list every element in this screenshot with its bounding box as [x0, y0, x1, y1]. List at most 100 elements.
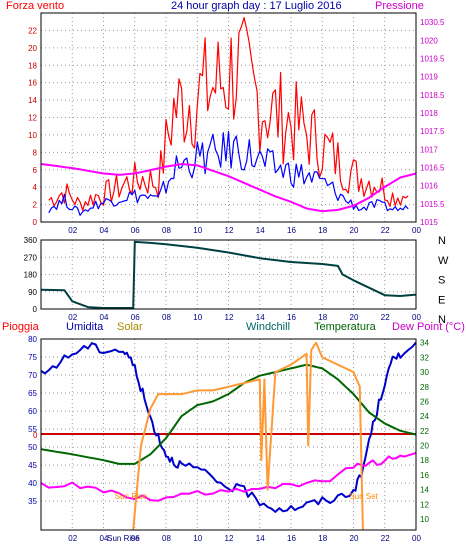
- y2-tick-label: 1017: [420, 145, 438, 154]
- compass-label: N: [438, 314, 446, 326]
- x-tick-label: 20: [350, 226, 359, 235]
- series-line: [48, 130, 409, 216]
- x-tick-label: 20: [350, 534, 359, 543]
- series-line: [40, 451, 417, 502]
- x-tick-label: 18: [318, 313, 327, 322]
- y-tick-label: 4: [33, 183, 38, 192]
- x-tick-label: 22: [381, 226, 390, 235]
- y-tick-label: 20: [28, 44, 37, 53]
- x-tick-label: 00: [412, 534, 421, 543]
- legend-temperatura: Temperatura: [314, 321, 377, 333]
- x-tick-label: 12: [225, 534, 234, 543]
- x-tick-label: 10: [193, 226, 202, 235]
- x-tick-label: 00: [412, 226, 421, 235]
- y2-tick-label: 1015.5: [420, 200, 445, 209]
- x-tick-label: 04: [100, 313, 109, 322]
- panel-frame: [40, 338, 417, 531]
- y-tick-label: 50: [28, 443, 37, 452]
- y2-tick-label: 12: [420, 500, 429, 509]
- legend-solar: Solar: [117, 321, 143, 333]
- y-tick-label: 75: [28, 353, 37, 362]
- y-tick-label: 12: [28, 114, 37, 123]
- y2-tick-label: 1016.5: [420, 163, 445, 172]
- y2-tick-label: 20: [420, 442, 429, 451]
- x-tick-label: 02: [68, 226, 77, 235]
- x-tick-label: 02: [68, 313, 77, 322]
- series-line: [132, 341, 364, 531]
- y2-tick-label: 18: [420, 456, 429, 465]
- y2-tick-label: 30: [420, 368, 429, 377]
- compass-label: W: [438, 255, 449, 267]
- x-tick-label: 02: [68, 534, 77, 543]
- y-tick-label: 40: [28, 479, 37, 488]
- x-tick-label: 04: [100, 534, 109, 543]
- y-tick-label: 70: [28, 371, 37, 380]
- x-tick-label: 10: [193, 313, 202, 322]
- y-tick-label: 270: [24, 253, 38, 262]
- panel-frame: [40, 12, 417, 223]
- y2-tick-label: 1018.5: [420, 91, 445, 100]
- x-tick-label: 06: [131, 226, 140, 235]
- sun-rise-axis-label: Sun Rise: [107, 534, 140, 543]
- series-line: [40, 341, 417, 513]
- y2-tick-label: 10: [420, 515, 429, 524]
- x-tick-label: 04: [100, 226, 109, 235]
- x-tick-label: 14: [256, 313, 265, 322]
- y2-tick-label: 28: [420, 383, 429, 392]
- sun-set-label: Sun Set: [349, 492, 378, 501]
- y-tick-label: 18: [28, 61, 37, 70]
- y-tick-label: 2: [33, 201, 38, 210]
- y-tick-label: 16: [28, 79, 37, 88]
- y-tick-label: 65: [28, 389, 37, 398]
- y-tick-label: 90: [28, 288, 37, 297]
- x-tick-label: 14: [256, 534, 265, 543]
- panel-frame: [40, 239, 417, 310]
- y2-tick-label: 24: [420, 412, 429, 421]
- compass-label: E: [438, 294, 445, 306]
- y2-tick-label: 34: [420, 339, 429, 348]
- y2-tick-label: 1019: [420, 73, 438, 82]
- y-tick-label: 45: [28, 461, 37, 470]
- legend-dewpoint: Dew Point (°C): [392, 321, 465, 333]
- y2-tick-label: 16: [420, 471, 429, 480]
- y-tick-label: 8: [33, 148, 38, 157]
- x-tick-label: 14: [256, 226, 265, 235]
- y-tick-label: 180: [24, 271, 38, 280]
- compass-label: S: [438, 275, 445, 287]
- y2-tick-label: 26: [420, 397, 429, 406]
- y-tick-label: 0: [33, 218, 38, 227]
- y-tick-label: 55: [28, 425, 37, 434]
- sun-rise-label: Sun Rise: [115, 492, 148, 501]
- wind-axis-label: Forza vento: [6, 0, 64, 12]
- y-tick-label: 22: [28, 26, 37, 35]
- series-line: [48, 17, 409, 211]
- y2-tick-label: 1018: [420, 109, 438, 118]
- y-tick-label: 80: [28, 335, 37, 344]
- y-tick-label: 0: [33, 305, 38, 314]
- chart-title: 24 hour graph day : 17 Luglio 2016: [171, 0, 342, 12]
- x-tick-label: 08: [162, 313, 171, 322]
- x-tick-label: 10: [193, 534, 202, 543]
- x-tick-label: 18: [318, 534, 327, 543]
- y2-tick-label: 14: [420, 486, 429, 495]
- x-tick-label: 08: [162, 226, 171, 235]
- legend-pioggia: Pioggia: [2, 321, 40, 333]
- y2-tick-label: 1030.5: [420, 18, 445, 27]
- legend-umidita: Umidita: [66, 321, 104, 333]
- y-tick-label: 10: [28, 131, 37, 140]
- x-tick-label: 00: [412, 313, 421, 322]
- x-tick-label: 22: [381, 313, 390, 322]
- y2-tick-label: 1020: [420, 36, 438, 45]
- y-tick-label: 360: [24, 236, 38, 245]
- series-line: [40, 240, 417, 309]
- pressure-axis-label: Pressione: [375, 0, 424, 12]
- y-tick-label: 14: [28, 96, 37, 105]
- y-tick-label: 35: [28, 497, 37, 506]
- x-tick-label: 20: [350, 313, 359, 322]
- x-tick-label: 18: [318, 226, 327, 235]
- x-tick-label: 16: [287, 534, 296, 543]
- y2-tick-label: 1015: [420, 218, 438, 227]
- x-tick-label: 12: [225, 226, 234, 235]
- legend-windchill: Windchill: [246, 321, 290, 333]
